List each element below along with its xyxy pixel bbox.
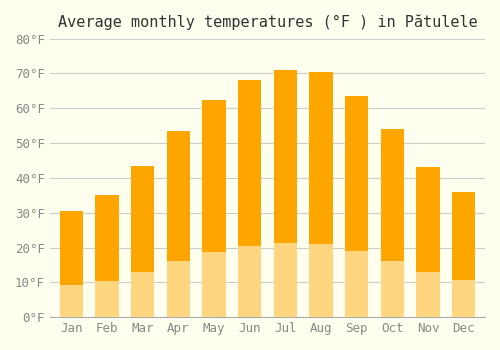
Bar bbox=[416, 272, 440, 317]
Bar bbox=[238, 80, 261, 317]
Bar bbox=[345, 96, 368, 317]
Bar bbox=[310, 72, 332, 317]
Bar bbox=[60, 211, 83, 317]
Bar bbox=[416, 167, 440, 317]
Bar bbox=[166, 131, 190, 317]
Bar bbox=[310, 244, 332, 317]
Bar bbox=[96, 281, 118, 317]
Bar bbox=[202, 252, 226, 317]
Bar bbox=[238, 246, 261, 317]
Bar bbox=[60, 285, 83, 317]
Bar bbox=[131, 272, 154, 317]
Bar bbox=[452, 280, 475, 317]
Bar bbox=[96, 195, 118, 317]
Bar bbox=[166, 261, 190, 317]
Bar bbox=[380, 129, 404, 317]
Bar bbox=[452, 192, 475, 317]
Title: Average monthly temperatures (°F ) in Pătulele: Average monthly temperatures (°F ) in Pă… bbox=[58, 15, 478, 30]
Bar bbox=[380, 261, 404, 317]
Bar bbox=[345, 251, 368, 317]
Bar bbox=[131, 166, 154, 317]
Bar bbox=[274, 243, 297, 317]
Bar bbox=[274, 70, 297, 317]
Bar bbox=[202, 99, 226, 317]
